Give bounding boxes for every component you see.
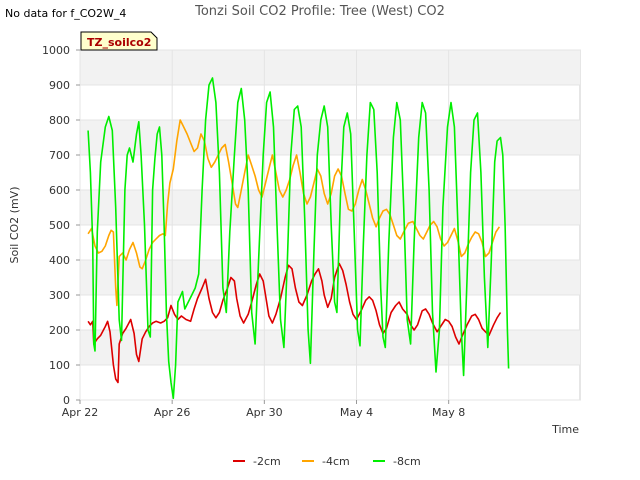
grid-band — [80, 330, 580, 365]
y-axis-ticks: 0 100 200 300 400 500 600 700 800 900 1000 — [42, 44, 80, 407]
legend-label: -8cm — [393, 455, 421, 468]
chart-title: Tonzi Soil CO2 Profile: Tree (West) CO2 — [194, 4, 445, 19]
y-tick-label: 400 — [49, 254, 70, 267]
x-tick-label: May 4 — [340, 406, 373, 419]
legend: -2cm -4cm -8cm — [233, 455, 421, 468]
y-axis-label: Soil CO2 (mV) — [8, 187, 21, 264]
series-line-2cm — [87, 262, 502, 384]
x-tick-label: Apr 30 — [246, 406, 283, 419]
series-group — [87, 77, 510, 400]
series-line-8cm — [87, 77, 510, 400]
y-tick-label: 1000 — [42, 44, 70, 57]
y-tick-label: 800 — [49, 114, 70, 127]
x-tick-label: May 8 — [432, 406, 465, 419]
y-tick-label: 600 — [49, 184, 70, 197]
y-tick-label: 700 — [49, 149, 70, 162]
x-tick-label: Apr 22 — [62, 406, 99, 419]
x-tick-label: Apr 26 — [154, 406, 191, 419]
grid-band — [80, 260, 580, 295]
y-tick-label: 900 — [49, 79, 70, 92]
y-tick-label: 100 — [49, 359, 70, 372]
legend-label: -2cm — [253, 455, 281, 468]
grid-band — [80, 50, 580, 85]
x-axis-ticks: Apr 22 Apr 26 Apr 30 May 4 May 8 — [62, 400, 465, 419]
no-data-note: No data for f_CO2W_4 — [5, 7, 127, 20]
site-label-box: TZ_soilco2 — [80, 31, 158, 51]
site-label: TZ_soilco2 — [87, 36, 151, 49]
y-tick-label: 300 — [49, 289, 70, 302]
y-tick-label: 500 — [49, 219, 70, 232]
y-tick-label: 0 — [63, 394, 70, 407]
x-axis-label: Time — [551, 423, 579, 436]
legend-label: -4cm — [322, 455, 350, 468]
series-line-4cm — [87, 119, 501, 307]
y-tick-label: 200 — [49, 324, 70, 337]
